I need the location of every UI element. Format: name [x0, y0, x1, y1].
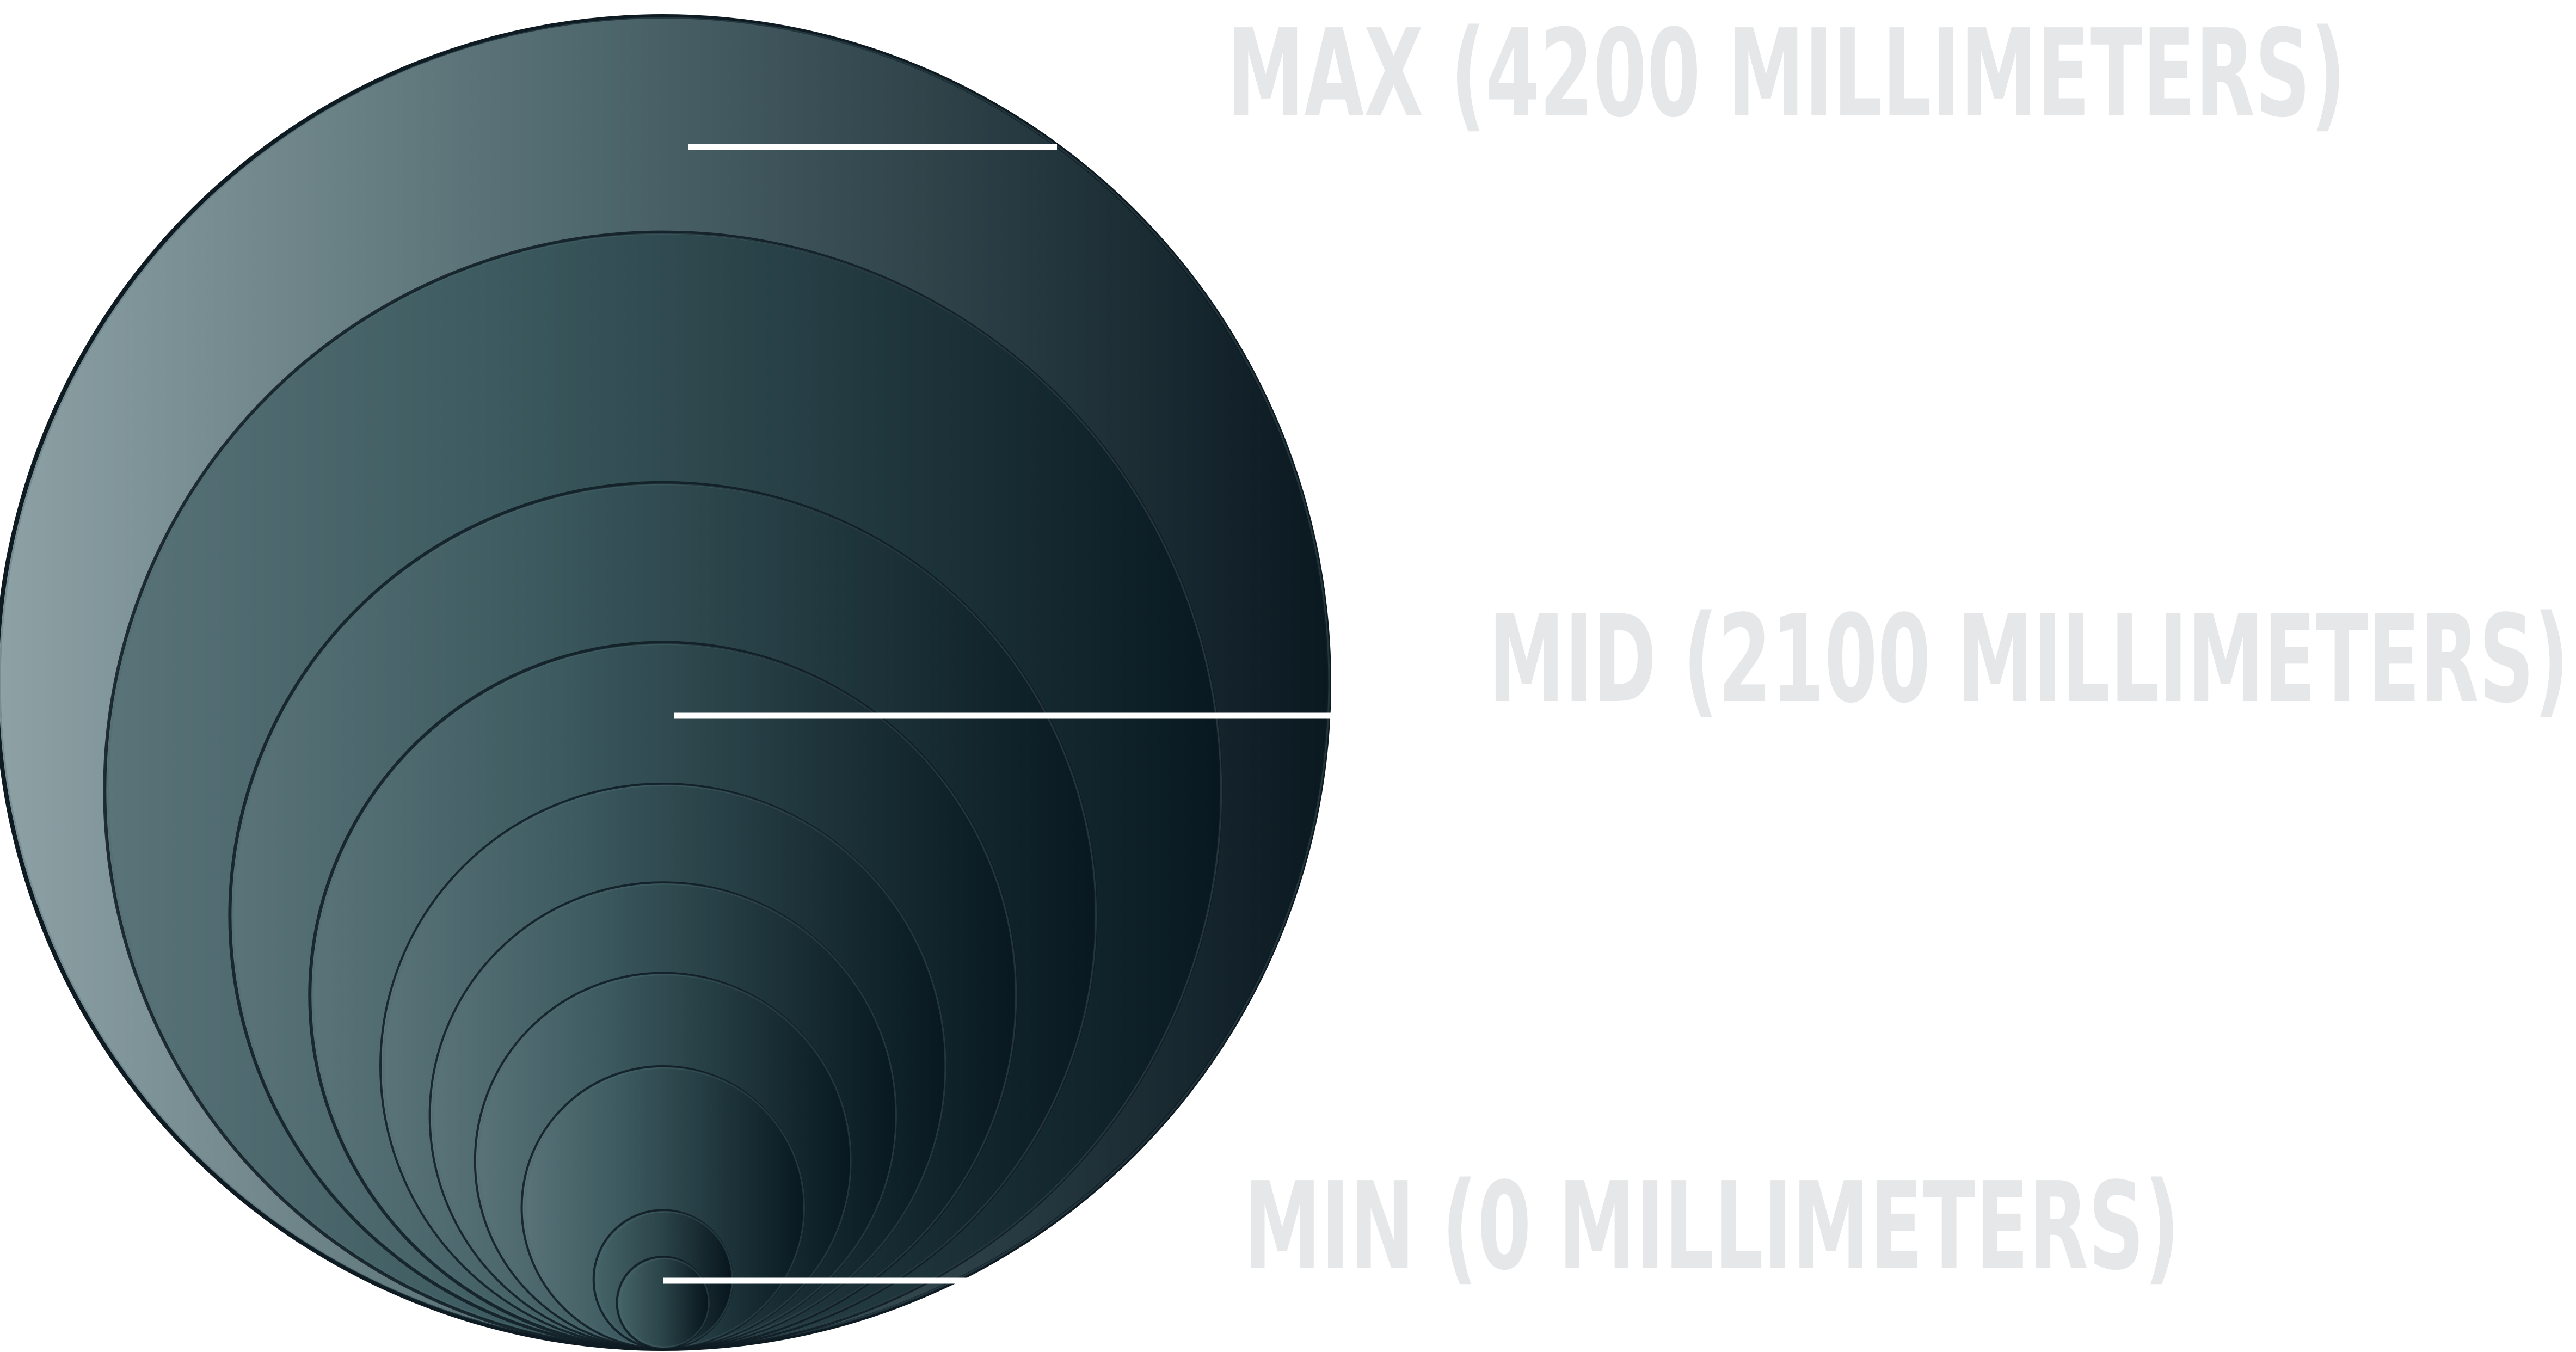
ring-group [0, 14, 1331, 1351]
leader-line-group [663, 144, 1331, 1284]
label-mid: MID (2100 MILLIMETERS) [1489, 589, 2569, 730]
label-min: MIN (0 MILLIMETERS) [1244, 1157, 2180, 1297]
ring-highlight-10 [619, 1257, 710, 1348]
label-max: MAX (4200 MILLIMETERS) [1227, 4, 2346, 144]
label-group: MAX (4200 MILLIMETERS) MID (2100 MILLIME… [1227, 4, 2569, 1297]
